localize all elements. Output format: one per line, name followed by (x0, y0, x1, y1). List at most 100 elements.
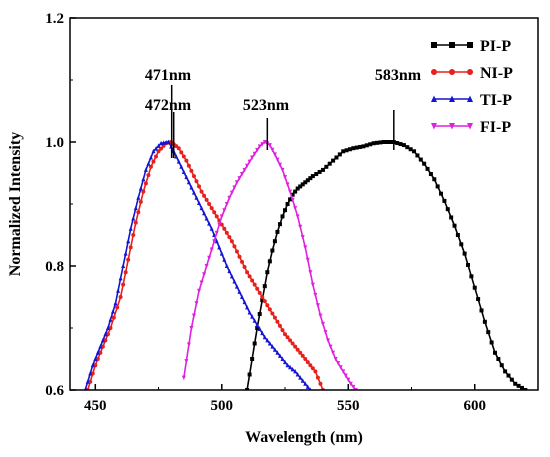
data-point (422, 161, 427, 166)
data-point (442, 198, 447, 203)
data-point (224, 263, 229, 268)
data-point (247, 310, 252, 315)
data-point (267, 259, 272, 264)
data-point (197, 184, 202, 189)
data-point (398, 142, 403, 147)
data-point (245, 304, 250, 310)
legend-item-NI-P: NI-P (431, 65, 513, 82)
data-point (496, 357, 501, 361)
data-point (209, 206, 214, 211)
data-point (100, 337, 105, 343)
data-point (90, 362, 95, 368)
legend-marker (431, 95, 437, 102)
data-point (227, 235, 232, 240)
data-point (305, 178, 310, 183)
data-point (428, 172, 433, 177)
ticks-layer: 450 500 550 600 0.6 0.8 1.0 1.2 (45, 11, 539, 414)
data-point (156, 143, 161, 148)
data-point (143, 181, 148, 186)
data-point (320, 321, 325, 327)
data-point (118, 295, 123, 299)
data-point (257, 144, 262, 149)
data-point (257, 290, 262, 295)
x-tick-label: 500 (211, 398, 234, 414)
series-line (183, 141, 357, 390)
data-point (174, 153, 179, 159)
data-point (272, 347, 277, 352)
data-point (300, 235, 305, 240)
data-point (305, 384, 310, 389)
data-point (229, 273, 234, 279)
data-point (232, 279, 237, 284)
data-point (343, 373, 348, 379)
data-point (237, 254, 242, 259)
data-point (305, 257, 310, 263)
data-point (378, 140, 383, 145)
data-point (314, 172, 319, 177)
data-point (240, 172, 245, 177)
data-point (326, 338, 331, 343)
data-point (445, 207, 450, 212)
data-point (204, 215, 209, 221)
data-point (310, 366, 315, 371)
data-point (181, 375, 186, 381)
data-point (341, 369, 346, 374)
data-point (138, 186, 143, 191)
data-point (214, 230, 219, 236)
data-point (277, 222, 282, 227)
data-point (245, 163, 250, 169)
data-point (245, 270, 250, 275)
annotation-label: 523nm (243, 97, 290, 114)
legend-marker (449, 69, 455, 75)
data-point (265, 270, 270, 275)
data-point (154, 146, 159, 151)
data-point (408, 147, 413, 152)
data-point (272, 239, 277, 244)
data-point (469, 274, 474, 279)
data-point (197, 288, 202, 294)
data-point (267, 307, 272, 312)
data-point (285, 182, 290, 187)
legend-marker (431, 69, 437, 75)
data-point (432, 177, 437, 182)
data-point (270, 311, 275, 316)
data-point (308, 270, 313, 275)
data-point (489, 340, 494, 345)
data-point (260, 330, 265, 336)
data-point (270, 344, 275, 349)
data-point (405, 145, 410, 150)
data-point (141, 189, 146, 194)
data-point (476, 297, 481, 302)
data-point (300, 378, 305, 383)
data-point (255, 286, 260, 291)
data-point (255, 326, 260, 330)
data-point (260, 295, 265, 299)
data-point (202, 272, 207, 277)
data-point (121, 282, 126, 287)
data-point (199, 189, 204, 194)
data-point (217, 244, 222, 250)
data-point (186, 342, 191, 348)
data-point (232, 185, 237, 190)
data-point (184, 359, 189, 364)
data-point (283, 332, 288, 337)
legend-marker (467, 42, 473, 48)
data-point (189, 184, 194, 190)
data-point (298, 375, 303, 380)
data-point (222, 208, 227, 213)
data-point (191, 313, 196, 319)
data-point (395, 141, 400, 146)
data-point (300, 182, 305, 187)
data-point (462, 251, 467, 256)
data-point (499, 363, 504, 368)
data-point (331, 158, 336, 163)
data-point (202, 193, 207, 198)
data-point (267, 341, 272, 346)
data-point (280, 356, 285, 361)
data-point (305, 360, 310, 365)
annotation-label: 583nm (375, 67, 422, 84)
data-point (148, 164, 153, 169)
data-point (288, 364, 293, 370)
legend-marker (449, 42, 455, 48)
data-point (275, 350, 280, 355)
